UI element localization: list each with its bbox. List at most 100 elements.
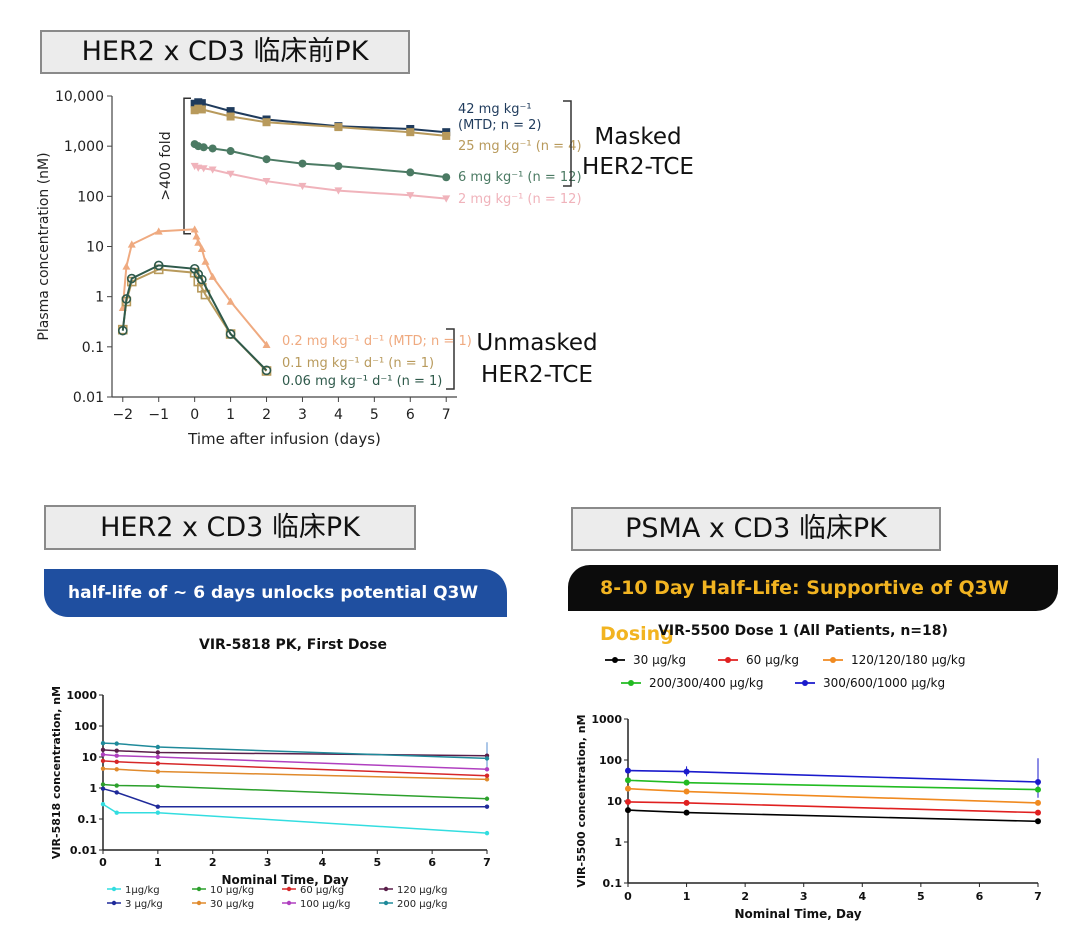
y-tick-label: 10,000 (55, 89, 104, 105)
y-tick-label: 10 (82, 751, 98, 764)
data-point (225, 329, 236, 339)
series-label: 6 mg kg⁻¹ (n = 12) (458, 170, 582, 185)
data-point (114, 741, 119, 746)
x-tick-label: −1 (148, 407, 169, 423)
legend-swatch-marker (830, 657, 836, 663)
vir5500-pk-chart: VIR-5500 Dose 1 (All Patients, n=18) 30 μ… (575, 623, 1042, 921)
legend-swatch-marker (383, 900, 389, 906)
legend-swatch-marker (725, 657, 731, 663)
preclinical-pk-chart: 0.01 0.1 1 10 100 1,000 10,000 −2 −1 0 1 2 3 4 5 6 7 Time… (36, 89, 582, 448)
data-point (154, 227, 163, 235)
x-tick-label: 1 (226, 407, 235, 423)
x-tick-label: 0 (190, 407, 199, 423)
legend-swatch-marker (286, 900, 292, 906)
data-point (100, 752, 106, 757)
series-label: 2 mg kg⁻¹ (n = 12) (458, 192, 582, 207)
data-point (155, 769, 161, 774)
series-line (194, 165, 447, 200)
data-point (683, 788, 690, 795)
vir5818-pk-chart: VIR-5818 PK, First Dose0.010.11101001000… (50, 637, 491, 910)
data-point (122, 262, 131, 270)
legend-swatch-marker (111, 886, 117, 892)
data-point (1035, 779, 1041, 786)
data-point (334, 123, 343, 132)
y-tick-label: 0.01 (73, 390, 104, 406)
data-point (100, 747, 106, 753)
masked-bracket (563, 100, 572, 187)
chart-title: VIR-5500 Dose 1 (All Patients, n=18) (658, 623, 948, 639)
left-banner: half-life of ~ 6 days unlocks potential … (44, 569, 507, 651)
legend-swatch-marker (196, 900, 202, 906)
legend-label: 30 μg/kg (210, 899, 254, 910)
legend-label: 60 μg/kg (300, 885, 344, 896)
data-point (334, 162, 343, 171)
y-tick-label: 0.01 (70, 844, 97, 857)
data-point (114, 783, 119, 788)
data-point (484, 796, 490, 801)
right-section-title: PSMA x CD3 临床PK (571, 507, 941, 551)
series-line (627, 779, 1039, 791)
x-tick-label: −2 (112, 407, 133, 423)
series-line (102, 749, 488, 757)
data-point (100, 802, 106, 807)
data-point (197, 105, 206, 114)
unmasked-label: Unmasked HER2-TCE (462, 327, 612, 391)
data-point (114, 759, 119, 765)
data-point (484, 777, 490, 782)
series-label: (MTD; n = 2) (458, 118, 542, 133)
data-point (683, 768, 690, 775)
left-section-title: HER2 x CD3 临床PK (44, 505, 416, 550)
data-point (625, 798, 631, 805)
series-line (627, 787, 1039, 804)
data-point (127, 240, 136, 248)
x-tick-label: 6 (976, 890, 984, 903)
x-tick-label: 6 (428, 856, 436, 869)
x-tick-label: 7 (483, 856, 491, 869)
series-line (121, 264, 268, 372)
top-section-title: HER2 x CD3 临床前PK (40, 30, 410, 74)
x-tick-label: 6 (406, 407, 415, 423)
legend-label: 200 μg/kg (397, 899, 447, 910)
data-point (155, 754, 161, 760)
data-point (484, 804, 490, 809)
data-point (208, 166, 217, 174)
legend-label: 60 μg/kg (746, 653, 799, 667)
legend-swatch-marker (612, 657, 618, 663)
data-point (199, 165, 208, 173)
chart-title: VIR-5818 PK, First Dose (199, 637, 387, 653)
fold-bracket (183, 97, 191, 235)
data-point (208, 144, 217, 153)
x-tick-label: 0 (99, 856, 107, 869)
data-point (484, 830, 490, 836)
x-tick-label: 4 (858, 890, 866, 903)
x-tick-label: 4 (334, 407, 343, 423)
data-point (625, 777, 631, 784)
y-tick-label: 1 (89, 782, 97, 795)
series-label: 0.1 mg kg⁻¹ d⁻¹ (n = 1) (282, 356, 434, 371)
x-tick-label: 5 (373, 856, 381, 869)
x-axis-title: Nominal Time, Day (734, 907, 861, 921)
data-point (100, 786, 106, 791)
data-point (126, 273, 137, 284)
data-point (262, 178, 271, 186)
data-point (197, 244, 206, 252)
legend-label: 30 μg/kg (633, 653, 686, 667)
data-point (155, 750, 161, 755)
data-point (114, 748, 119, 753)
x-tick-label: 1 (154, 856, 162, 869)
data-point (484, 767, 490, 772)
data-point (262, 155, 271, 164)
legend-swatch-marker (802, 680, 808, 686)
legend-label: 3 μg/kg (125, 899, 163, 910)
data-point (262, 340, 271, 348)
data-point (406, 128, 415, 137)
series-label: 25 mg kg⁻¹ (n = 4) (458, 139, 582, 154)
data-point (100, 782, 106, 787)
y-tick-label: 100 (599, 754, 622, 767)
data-point (192, 232, 201, 240)
x-tick-label: 3 (298, 407, 307, 423)
data-point (190, 225, 199, 233)
data-point (114, 767, 119, 772)
right-banner: 8-10 Day Half-Life: Supportive of Q3W Do… (568, 565, 1058, 645)
data-point (226, 170, 235, 178)
